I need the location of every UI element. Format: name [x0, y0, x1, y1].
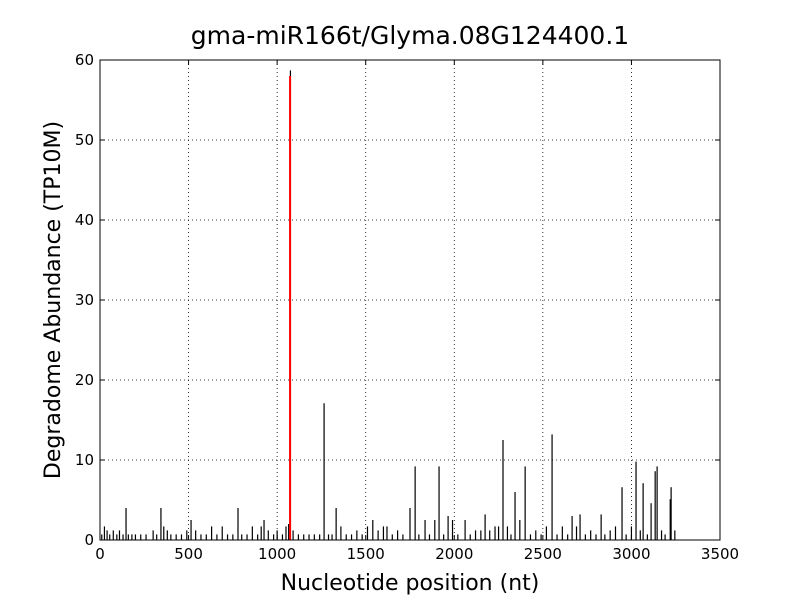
x-tick-label: 0 — [95, 545, 105, 563]
y-tick-label: 10 — [75, 451, 94, 469]
y-tick-label: 0 — [84, 531, 94, 549]
y-tick-label: 30 — [75, 291, 94, 309]
x-tick-label: 3500 — [701, 545, 739, 563]
ticks: 0 10 20 30 40 50 60 0 500 1000 1500 2000 2500 3000 350… — [75, 51, 739, 563]
x-tick-label: 2000 — [435, 545, 473, 563]
x-tick-label: 500 — [174, 545, 203, 563]
y-tick-label: 50 — [75, 131, 94, 149]
x-axis-label: Nucleotide position (nt) — [281, 571, 540, 596]
y-tick-label: 60 — [75, 51, 94, 69]
y-tick-label: 40 — [75, 211, 94, 229]
x-tick-label: 2500 — [524, 545, 562, 563]
x-tick-label: 3000 — [612, 545, 650, 563]
y-tick-label: 20 — [75, 371, 94, 389]
x-tick-label: 1000 — [258, 545, 296, 563]
marks — [101, 70, 676, 540]
y-axis-label: Degradome Abundance (TP10M) — [41, 121, 66, 479]
x-tick-label: 1500 — [347, 545, 385, 563]
chart-title: gma-miR166t/Glyma.08G124400.1 — [191, 21, 629, 50]
